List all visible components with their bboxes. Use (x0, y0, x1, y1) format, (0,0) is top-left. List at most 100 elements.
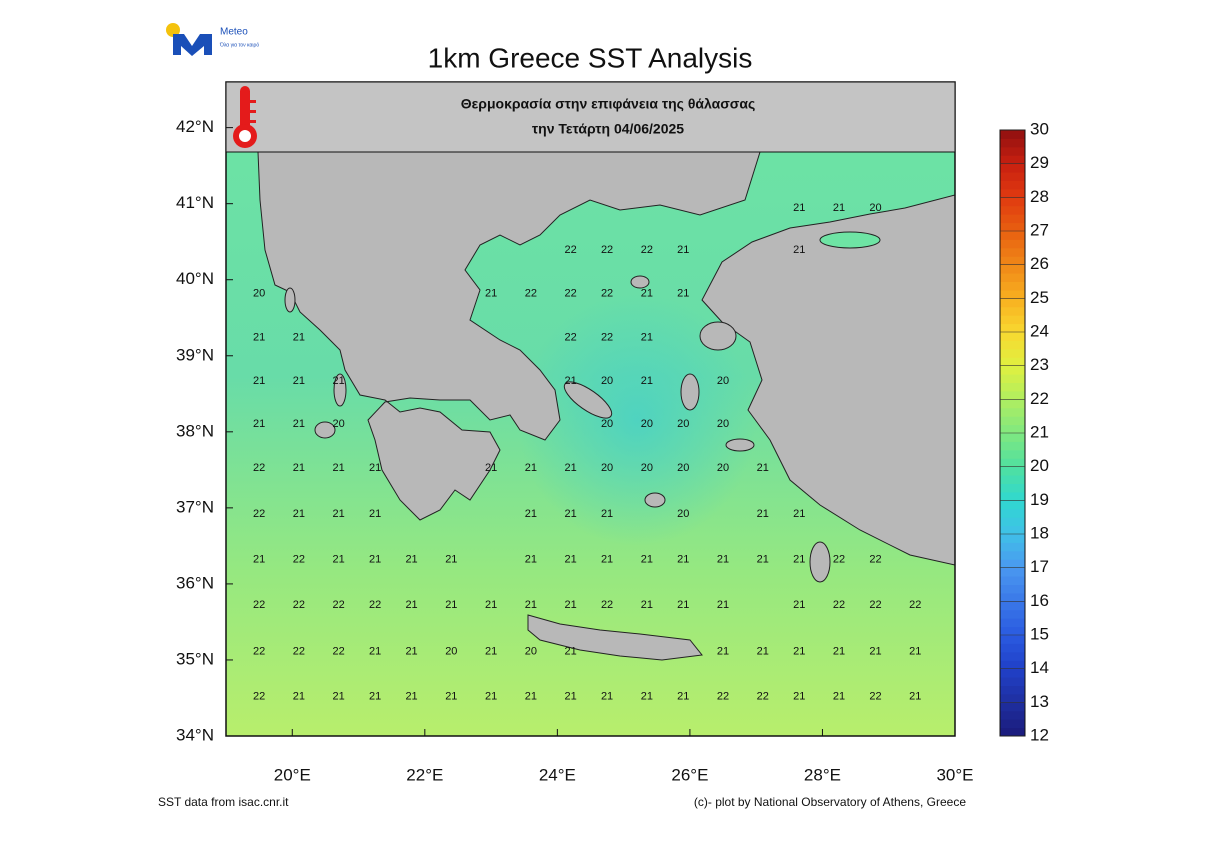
colorbar-segment (1000, 685, 1025, 695)
sst-label: 20 (641, 418, 653, 430)
sst-label: 21 (369, 645, 381, 657)
sst-label: 21 (564, 462, 576, 474)
colorbar-segment (1000, 205, 1025, 215)
colorbar-segment (1000, 584, 1025, 594)
sst-label: 21 (833, 645, 845, 657)
sst-label: 22 (601, 244, 613, 256)
sst-label: 22 (601, 599, 613, 611)
colorbar-label: 22 (1030, 389, 1049, 408)
colorbar-segment (1000, 517, 1025, 527)
sst-label: 22 (833, 553, 845, 565)
sst-label: 21 (909, 690, 921, 702)
sst-label: 21 (405, 645, 417, 657)
colorbar-segment (1000, 433, 1025, 442)
colorbar-label: 15 (1030, 624, 1049, 643)
colorbar-segment (1000, 567, 1025, 577)
sst-label: 21 (564, 508, 576, 520)
colorbar-segment (1000, 340, 1025, 350)
colorbar-label: 26 (1030, 254, 1049, 273)
sst-label: 21 (641, 690, 653, 702)
sst-label: 22 (757, 690, 769, 702)
sst-label: 21 (641, 553, 653, 565)
land-turkey (701, 151, 955, 736)
sst-label: 21 (601, 690, 613, 702)
sst-label: 22 (564, 244, 576, 256)
sst-label: 21 (485, 462, 497, 474)
colorbar-segment (1000, 365, 1025, 375)
colorbar-segment (1000, 416, 1025, 426)
sst-label: 21 (293, 508, 305, 520)
sst-label: 21 (793, 202, 805, 214)
axes: 34°N 35°N 36°N 37°N 38°N 39°N 40°N 41°N 42°N 20°E… (176, 117, 974, 784)
sst-label: 21 (293, 462, 305, 474)
sst-label: 21 (293, 331, 305, 343)
colorbar-segment (1000, 357, 1025, 367)
y-tick-label: 41°N (176, 193, 214, 212)
marmara (819, 231, 881, 249)
sst-label: 20 (525, 645, 537, 657)
sst-label: 21 (793, 645, 805, 657)
sst-label: 22 (253, 690, 265, 702)
colorbar-segment (1000, 306, 1025, 316)
thermometer-icon (233, 86, 257, 148)
sst-label: 20 (677, 508, 689, 520)
colorbar-segment (1000, 281, 1025, 291)
sst-label: 21 (677, 287, 689, 299)
sst-label: 21 (445, 553, 457, 565)
y-tick-label: 42°N (176, 117, 214, 136)
sst-label: 21 (445, 690, 457, 702)
sst-label: 20 (717, 462, 729, 474)
colorbar-label: 16 (1030, 591, 1049, 610)
x-tick-label: 30°E (936, 765, 973, 784)
sst-label: 21 (717, 645, 729, 657)
sst-label: 20 (333, 418, 345, 430)
colorbar-label: 28 (1030, 187, 1049, 206)
colorbar-label: 20 (1030, 456, 1049, 475)
colorbar-segment (1000, 677, 1025, 686)
sst-label: 20 (253, 287, 265, 299)
sst-label: 21 (677, 599, 689, 611)
sst-label: 22 (253, 645, 265, 657)
sst-label: 21 (525, 599, 537, 611)
sst-label: 22 (601, 287, 613, 299)
sst-label: 20 (601, 462, 613, 474)
sst-label: 21 (564, 690, 576, 702)
sst-label: 21 (757, 553, 769, 565)
sst-label: 21 (485, 599, 497, 611)
colorbar-segment (1000, 635, 1025, 644)
subtitle: Θερμοκρασία στην επιφάνεια της θάλασσας (461, 96, 756, 112)
sst-label: 21 (253, 375, 265, 387)
sst-label: 21 (333, 462, 345, 474)
y-tick-label: 34°N (176, 725, 214, 744)
sst-label: 22 (909, 599, 921, 611)
sst-label: 20 (677, 418, 689, 430)
colorbar-segment (1000, 390, 1025, 400)
sst-label: 21 (253, 331, 265, 343)
colorbar-segment (1000, 626, 1025, 636)
y-tick-label: 40°N (176, 269, 214, 288)
sst-label: 21 (525, 508, 537, 520)
sst-labels: 21 21 20 22 22 22 21 21 20 21 22 22 22 21 21 21 21 22 22 21… (253, 202, 921, 702)
sst-label: 21 (793, 244, 805, 256)
colorbar-segment (1000, 247, 1025, 257)
sst-label: 22 (293, 599, 305, 611)
y-tick-label: 36°N (176, 573, 214, 592)
colorbar-segment (1000, 601, 1025, 611)
sst-label: 21 (485, 287, 497, 299)
sst-label: 22 (641, 244, 653, 256)
sst-label: 20 (601, 375, 613, 387)
colorbar-segment (1000, 289, 1025, 299)
sst-label: 22 (293, 645, 305, 657)
sst-label: 21 (793, 599, 805, 611)
colorbar-segment (1000, 693, 1025, 703)
sst-label: 21 (677, 553, 689, 565)
sst-label: 21 (405, 599, 417, 611)
sst-label: 21 (564, 375, 576, 387)
x-tick-label: 28°E (804, 765, 841, 784)
y-tick-label: 39°N (176, 345, 214, 364)
colorbar-label: 25 (1030, 288, 1049, 307)
colorbar-segment (1000, 188, 1025, 198)
colorbar-segment (1000, 592, 1025, 602)
sst-label: 22 (869, 553, 881, 565)
sst-label: 21 (525, 553, 537, 565)
